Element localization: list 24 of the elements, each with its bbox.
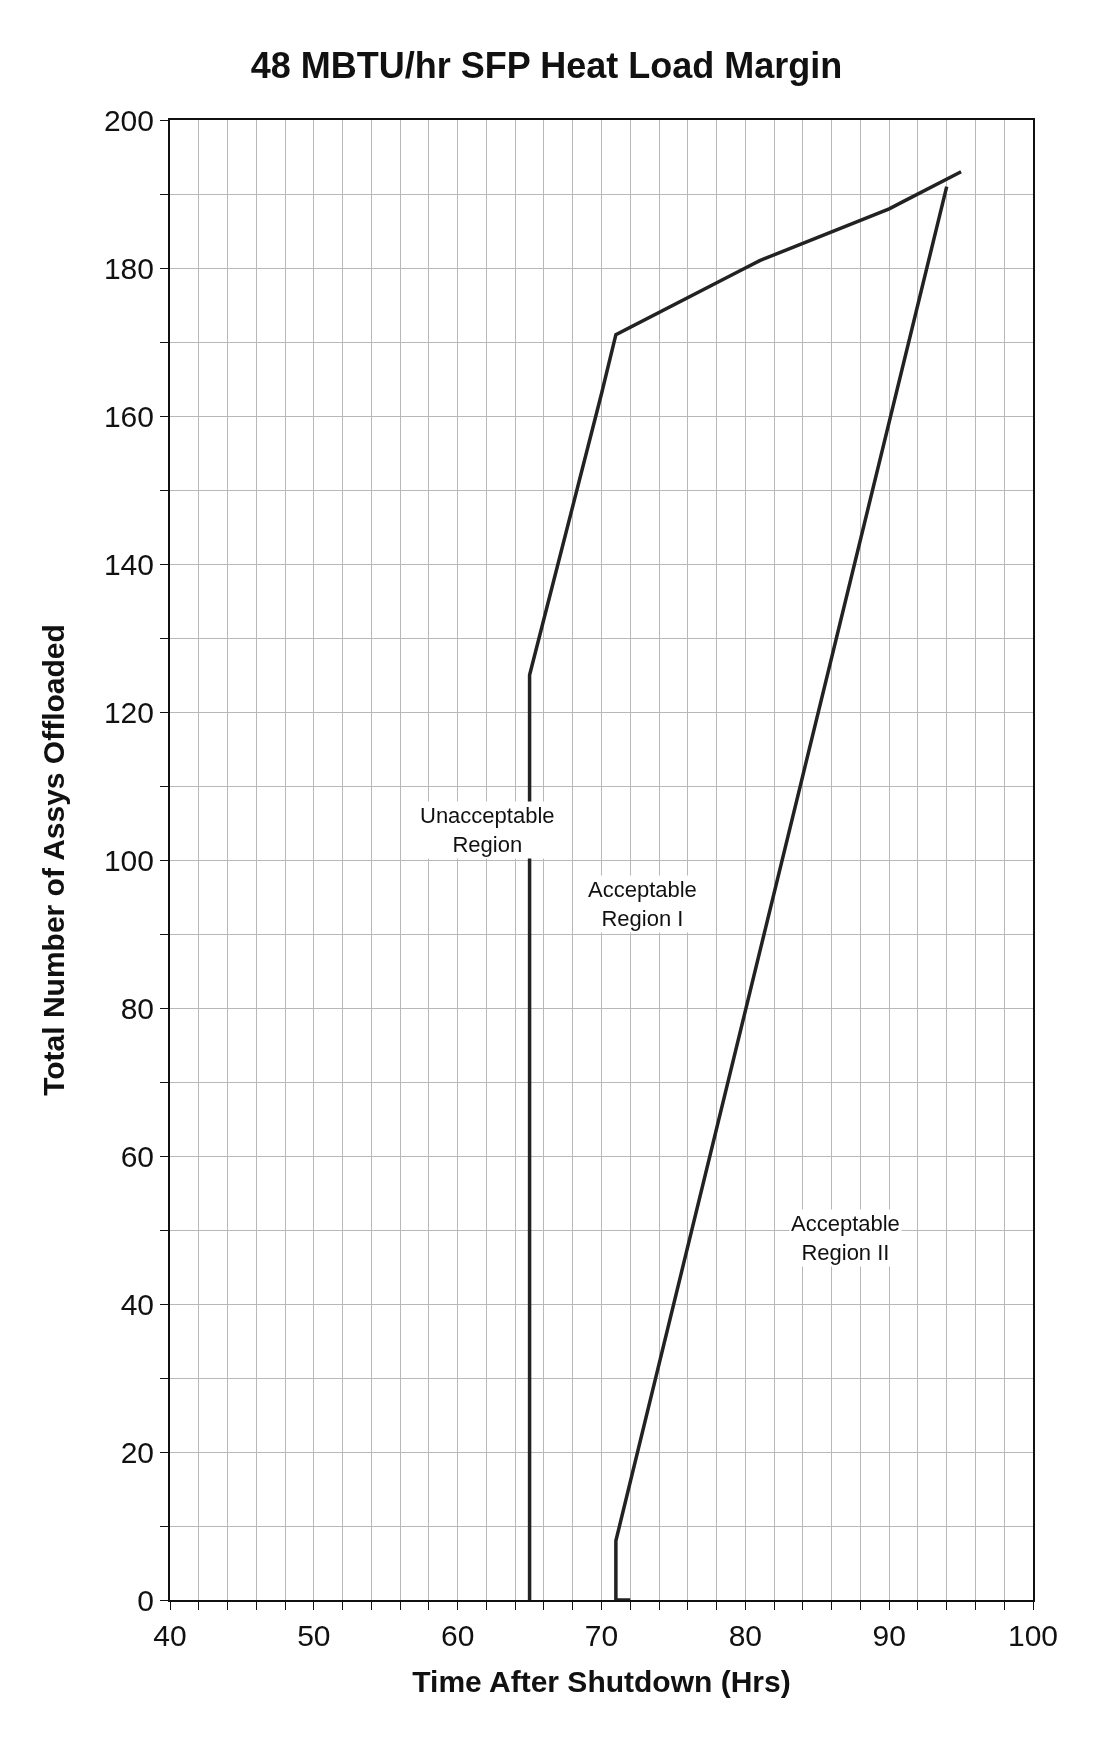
y-tick-label: 0 (137, 1583, 154, 1617)
chart-title: 48 MBTU/hr SFP Heat Load Margin (250, 44, 843, 86)
annotation: Unacceptable Region (420, 803, 555, 857)
y-tick-label: 200 (103, 103, 154, 137)
y-tick-label: 40 (120, 1287, 154, 1321)
annotation: Acceptable Region I (588, 877, 697, 931)
y-tick-label: 160 (103, 399, 154, 433)
x-tick-label: 60 (440, 1619, 475, 1652)
x-tick-label: 90 (872, 1619, 906, 1652)
y-tick-label: 100 (103, 843, 154, 877)
y-tick-label: 120 (103, 695, 154, 729)
x-tick-label: 80 (728, 1619, 763, 1652)
y-tick-label: 20 (120, 1435, 154, 1469)
annotation: Acceptable Region II (791, 1211, 900, 1265)
x-axis-title: Time After Shutdown (Hrs) (412, 1665, 791, 1698)
y-tick-label: 80 (120, 991, 154, 1025)
x-tick-label: 70 (584, 1619, 619, 1652)
y-axis-title: Total Number of Assys Offloaded (37, 624, 71, 1096)
y-tick-label: 140 (103, 547, 154, 581)
x-tick-label: 50 (297, 1619, 331, 1652)
x-tick-label: 100 (1007, 1619, 1059, 1652)
y-tick-label: 60 (120, 1139, 154, 1173)
x-tick-label: 40 (153, 1619, 187, 1652)
y-tick-label: 180 (103, 251, 154, 285)
